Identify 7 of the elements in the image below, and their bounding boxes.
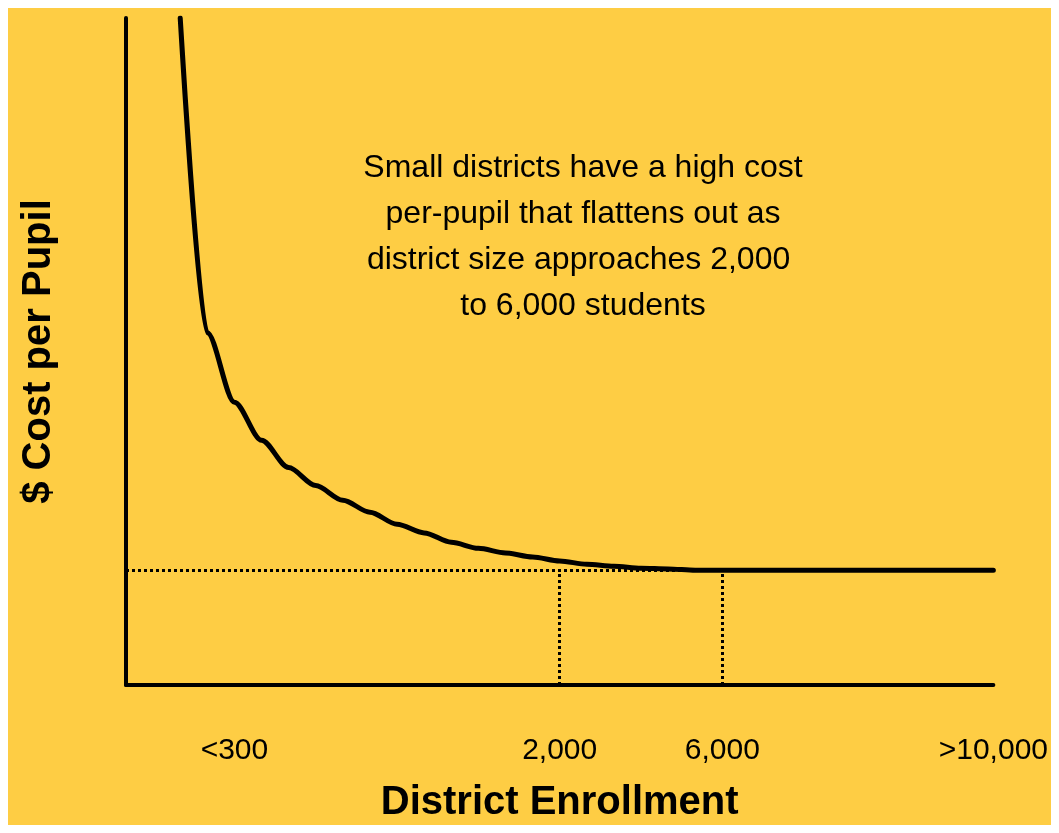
x-tick-label: 6,000	[684, 731, 760, 765]
x-tick-label: >10,000	[938, 731, 1048, 765]
x-axis-title: District Enrollment	[380, 778, 739, 822]
x-tick-label: 2,000	[522, 731, 598, 765]
x-tick-label: <300	[200, 731, 269, 765]
annotation: Small districts have a high cost per-pupil that flattens out as district size approaches 2,000 to 6,000 students	[363, 148, 803, 322]
y-axis-title: $ Cost per Pupil	[14, 199, 58, 504]
